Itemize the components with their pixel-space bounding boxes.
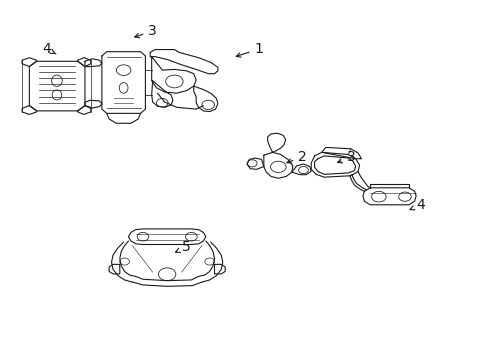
- Text: 3: 3: [134, 24, 157, 38]
- Text: 3: 3: [337, 150, 354, 164]
- Text: 2: 2: [286, 150, 306, 164]
- Text: 5: 5: [175, 240, 190, 255]
- Text: 1: 1: [236, 42, 263, 57]
- Text: 4: 4: [409, 198, 425, 212]
- Text: 4: 4: [42, 42, 56, 56]
